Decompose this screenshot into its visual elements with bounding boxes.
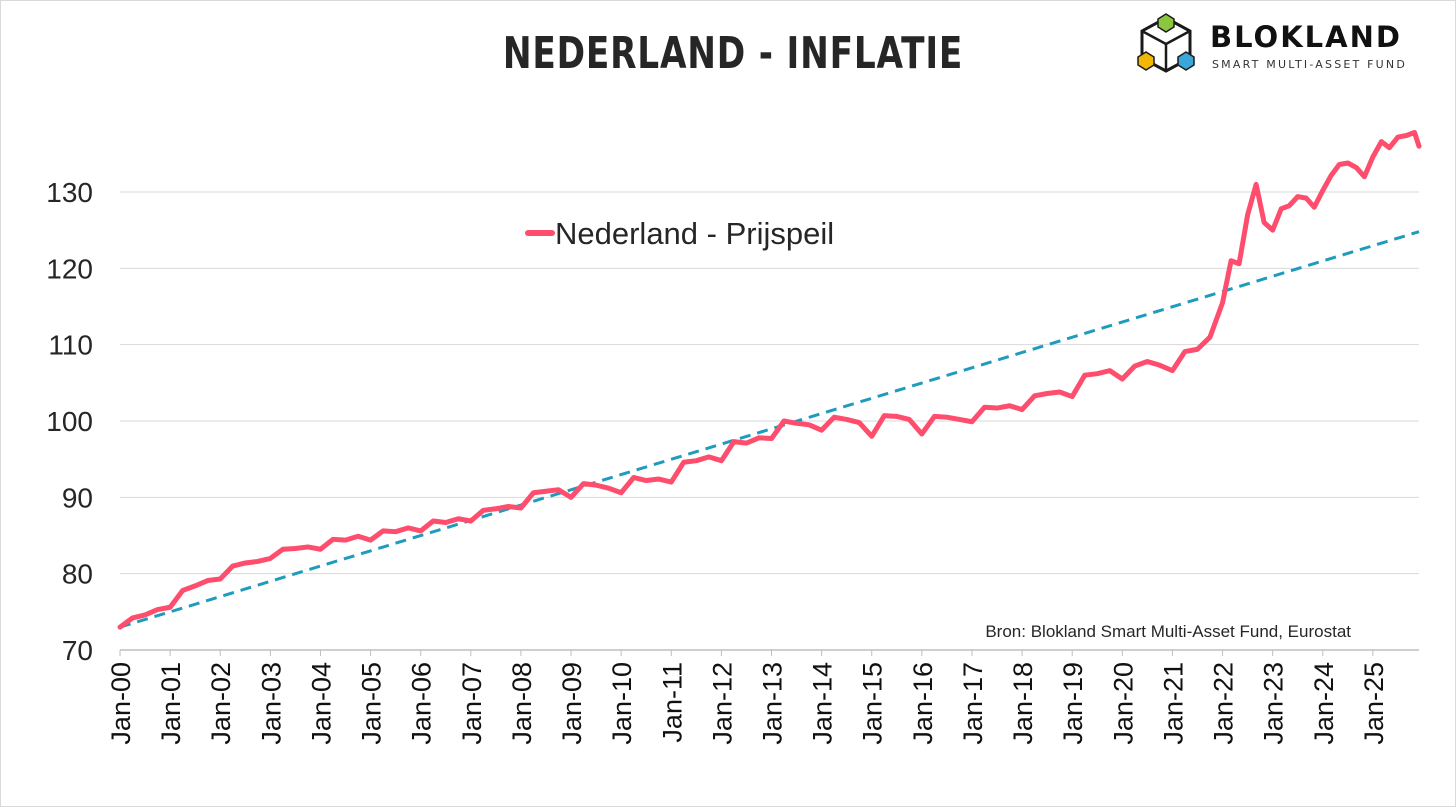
y-tick-label: 110	[48, 330, 93, 361]
x-tick-label: Jan-07	[457, 662, 487, 745]
y-axis-ticks: 70 80 90 100 110 120 130	[46, 177, 93, 666]
legend-label: Nederland - Prijspeil	[555, 216, 834, 251]
x-tick-label: Jan-03	[256, 662, 286, 745]
x-tick-label: Jan-10	[607, 662, 637, 745]
x-tick-label: Jan-25	[1359, 662, 1389, 745]
y-tick-label: 80	[62, 559, 93, 590]
x-tick-label: Jan-20	[1108, 662, 1138, 745]
chart-title: NEDERLAND - INFLATIE	[502, 28, 964, 79]
x-tick-label: Jan-01	[156, 662, 186, 745]
series-line-prijspeil	[117, 129, 1422, 630]
y-tick-label: 90	[62, 482, 93, 513]
cube-logo-icon	[1137, 13, 1195, 73]
y-tick-label: 120	[46, 253, 93, 284]
x-tick-label: Jan-00	[106, 662, 136, 745]
x-tick-label: Jan-18	[1008, 662, 1038, 745]
y-tick-label: 70	[62, 635, 93, 666]
x-tick-label: Jan-06	[407, 662, 437, 745]
y-tick-label: 130	[46, 177, 93, 208]
x-tick-label: Jan-24	[1309, 662, 1339, 745]
x-axis-ticks: Jan-00 Jan-01 Jan-02 Jan-03 Jan-04 Jan-05 Jan-…	[106, 650, 1389, 745]
x-tick-label: Jan-21	[1158, 662, 1188, 745]
x-tick-label: Jan-17	[958, 662, 988, 745]
x-tick-label: Jan-14	[808, 662, 838, 745]
brand-name: BLOKLAND	[1210, 20, 1402, 54]
brand-logo: BLOKLAND SMART MULTI-ASSET FUND	[1134, 12, 1444, 74]
x-tick-label: Jan-23	[1259, 662, 1289, 745]
x-tick-label: Jan-02	[206, 662, 236, 745]
x-tick-label: Jan-15	[858, 662, 888, 745]
trend-line	[119, 230, 1420, 629]
brand-tagline: SMART MULTI-ASSET FUND	[1212, 58, 1408, 71]
y-tick-label: 100	[46, 406, 93, 437]
x-tick-label: Jan-04	[306, 662, 336, 745]
x-tick-label: Jan-16	[908, 662, 938, 745]
x-tick-label: Jan-12	[707, 662, 737, 745]
x-tick-label: Jan-09	[557, 662, 587, 745]
source-note: Bron: Blokland Smart Multi-Asset Fund, E…	[985, 622, 1351, 641]
x-tick-label: Jan-05	[357, 662, 387, 745]
x-tick-label: Jan-22	[1209, 662, 1239, 745]
gridlines	[120, 191, 1419, 651]
legend: Nederland - Prijspeil	[525, 216, 834, 251]
x-tick-label: Jan-11	[657, 662, 687, 743]
series-layer	[117, 129, 1422, 630]
x-tick-label: Jan-08	[507, 662, 537, 745]
x-tick-label: Jan-13	[758, 662, 788, 745]
x-tick-label: Jan-19	[1058, 662, 1088, 745]
